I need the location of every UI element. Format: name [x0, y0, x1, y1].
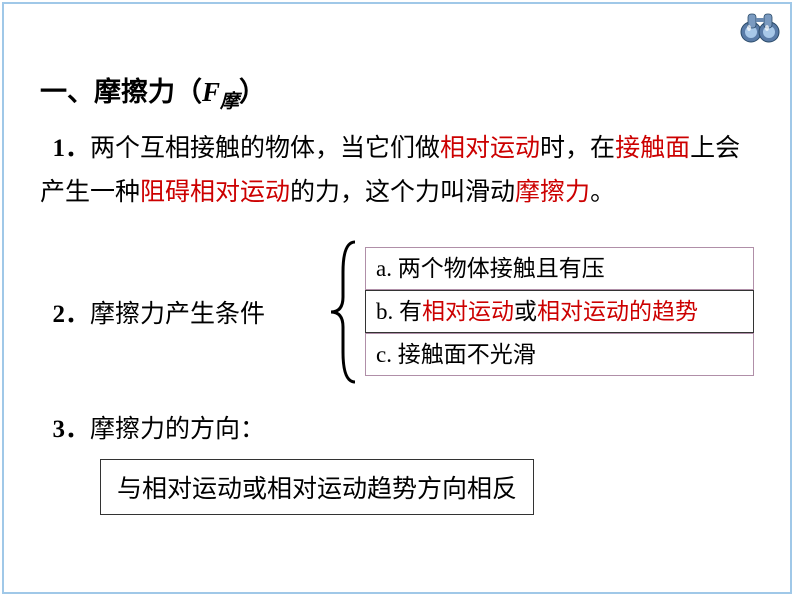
direction-answer-box: 与相对运动或相对运动趋势方向相反: [100, 459, 534, 515]
conditions-label: 2．摩擦力产生条件: [40, 294, 325, 330]
section-heading: 一、摩擦力（F摩）: [40, 70, 754, 113]
direction-label: 3．摩擦力的方向：: [40, 409, 754, 445]
definition-paragraph: 1．两个互相接触的物体，当它们做相对运动时，在接触面上会产生一种阻碍相对运动的力…: [40, 127, 754, 215]
item-number-1: 1．: [53, 135, 91, 162]
slide-content: 一、摩擦力（F摩） 1．两个互相接触的物体，当它们做相对运动时，在接触面上会产生…: [40, 70, 754, 515]
brace-icon: [325, 237, 365, 387]
conditions-boxes: a. 两个物体接触且有压 b. 有相对运动或相对运动的趋势 c. 接触面不光滑: [365, 247, 754, 376]
condition-a-box: a. 两个物体接触且有压: [365, 247, 754, 290]
conditions-row: 2．摩擦力产生条件 a. 两个物体接触且有压 b. 有相对运动或相对运动的趋势 …: [40, 237, 754, 387]
condition-b-box: b. 有相对运动或相对运动的趋势: [365, 290, 754, 333]
heading-subscript: 摩: [220, 91, 239, 112]
heading-prefix: 一、摩擦力（: [40, 77, 202, 107]
condition-c-box: c. 接触面不光滑: [365, 333, 754, 376]
heading-symbol: F: [202, 77, 220, 107]
binoculars-icon: [738, 8, 782, 46]
item-number-2: 2．: [53, 301, 91, 328]
item-number-3: 3．: [53, 416, 91, 443]
heading-suffix: ）: [239, 77, 266, 107]
